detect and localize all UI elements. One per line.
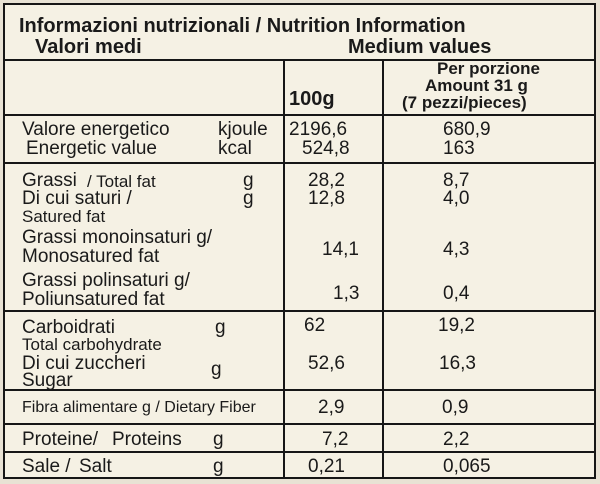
fat-label-en: / Total fat	[87, 172, 156, 191]
fat-label-it: Grassi	[22, 170, 77, 191]
portion-heading-line2: Amount 31 g	[425, 76, 528, 95]
protein-per100: 7,2	[322, 429, 349, 450]
energy-label-it: Valore energetico	[22, 119, 170, 140]
energy-portion-kj: 680,9	[443, 119, 491, 140]
saturated-unit: g	[243, 188, 254, 209]
poly-label-it: Grassi polinsaturi g/	[22, 270, 190, 291]
salt-label-it: Sale /	[22, 456, 71, 477]
carbs-portion: 19,2	[438, 315, 475, 336]
per100g-column-heading: 100g	[289, 88, 335, 110]
salt-unit: g	[213, 456, 224, 477]
mono-per100: 14,1	[322, 239, 359, 260]
medium-values-heading: Medium values	[348, 36, 492, 58]
fiber-per100: 2,9	[318, 397, 345, 418]
column-divider	[283, 59, 285, 477]
divider	[5, 423, 594, 425]
salt-per100: 0,21	[308, 456, 345, 477]
column-divider	[382, 59, 384, 477]
poly-label-en: Poliunsatured fat	[22, 289, 165, 310]
energy-per100-kcal: 524,8	[302, 138, 350, 159]
poly-per100: 1,3	[333, 283, 360, 304]
divider	[5, 389, 594, 391]
nutrition-table: Informazioni nutrizionali / Nutrition In…	[3, 3, 596, 479]
divider	[5, 59, 594, 61]
fiber-portion: 0,9	[442, 397, 469, 418]
portion-heading-line1: Per porzione	[437, 59, 540, 78]
poly-portion: 0,4	[443, 283, 470, 304]
mono-label-en: Monosatured fat	[22, 246, 160, 267]
energy-unit-kcal: kcal	[218, 138, 252, 159]
saturated-portion: 4,0	[443, 188, 470, 209]
energy-per100-kj: 2196,6	[289, 119, 348, 140]
divider	[5, 162, 594, 164]
sugars-portion: 16,3	[439, 353, 476, 374]
saturated-label-it: Di cui saturi /	[22, 188, 132, 209]
fat-portion: 8,7	[443, 170, 470, 191]
protein-label-it: Proteine/	[22, 429, 99, 450]
protein-unit: g	[213, 429, 224, 450]
divider	[5, 114, 594, 116]
protein-label-en: Proteins	[112, 429, 182, 450]
mono-label-it: Grassi monoinsaturi g/	[22, 227, 213, 248]
sugars-unit: g	[211, 359, 222, 380]
energy-portion-kcal: 163	[443, 138, 475, 159]
divider	[5, 310, 594, 312]
sugars-label-it: Di cui zuccheri	[22, 353, 146, 374]
fat-per100: 28,2	[308, 170, 345, 191]
salt-label-en: Salt	[79, 456, 112, 477]
fat-unit: g	[243, 170, 254, 191]
carbs-per100: 62	[304, 315, 326, 336]
protein-portion: 2,2	[443, 429, 470, 450]
portion-heading-line3: (7 pezzi/pieces)	[402, 93, 527, 112]
saturated-per100: 12,8	[308, 188, 345, 209]
table-title: Informazioni nutrizionali / Nutrition In…	[19, 15, 466, 37]
saturated-label-en: Satured fat	[22, 207, 106, 226]
energy-unit-kj: kjoule	[218, 119, 268, 140]
carbs-unit: g	[215, 317, 226, 338]
carbs-label-it: Carboidrati	[22, 317, 115, 338]
valori-medi-heading: Valori medi	[35, 36, 142, 58]
salt-portion: 0,065	[443, 456, 491, 477]
mono-portion: 4,3	[443, 239, 470, 260]
carbs-label-en: Total carbohydrate	[22, 335, 162, 354]
fiber-label: Fibra alimentare g / Dietary Fiber	[22, 399, 256, 416]
divider	[5, 451, 594, 453]
sugars-per100: 52,6	[308, 353, 345, 374]
sugars-label-en: Sugar	[22, 370, 73, 391]
energy-label-en: Energetic value	[26, 138, 157, 159]
